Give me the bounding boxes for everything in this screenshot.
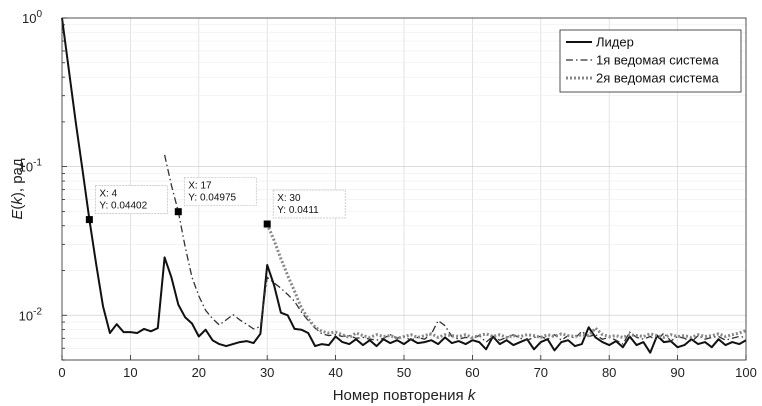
datatip-y-text: Y: 0.04975: [188, 193, 236, 204]
datatip-box: [95, 185, 168, 214]
datatip-marker: [263, 220, 271, 228]
datatip-marker: [174, 208, 182, 216]
x-tick-label: 70: [534, 365, 548, 380]
x-tick-label: 100: [735, 365, 757, 380]
y-axis-label: E(k), рад: [9, 158, 26, 220]
legend-label: Лидер: [596, 35, 634, 50]
legend-label: 1я ведомая система: [596, 53, 719, 68]
datatip-y-text: Y: 0.04402: [99, 201, 147, 212]
x-tick-label: 0: [58, 365, 65, 380]
legend: Лидер 1я ведомая система 2я ведомая систем…: [559, 29, 742, 93]
x-tick-label: 10: [123, 365, 137, 380]
legend-label: 2я ведомая система: [596, 71, 719, 86]
x-tick-label: 80: [602, 365, 616, 380]
legend-box: [559, 29, 742, 93]
y-tick-label: 10-1: [19, 158, 43, 175]
datatip-box: [272, 189, 346, 219]
x-tick-label: 20: [192, 365, 206, 380]
series-line-3: [265, 223, 747, 340]
x-tick-label: 40: [328, 365, 342, 380]
y-tick-label: 10-2: [19, 306, 43, 323]
x-tick-label: 60: [465, 365, 479, 380]
x-tick-label: 30: [260, 365, 274, 380]
datatip-x-text: X: 30: [277, 193, 301, 204]
series-layer: [61, 17, 747, 354]
y-tick-label: 100: [22, 9, 42, 26]
datatip-y-text: Y: 0.0411: [277, 205, 319, 216]
x-tick-label: 90: [670, 365, 684, 380]
x-axis-label: Номер повторения k: [333, 387, 477, 404]
y-axis-ticks: 100 10-1 10-2: [19, 9, 67, 361]
x-axis-ticks: 0 10 20 30 40 50 60 70 80 90 100: [58, 355, 757, 380]
datatip-marker: [85, 216, 93, 224]
x-tick-label: 50: [397, 365, 411, 380]
datatip-box: [183, 177, 257, 207]
series-line-1: [61, 17, 747, 354]
series-line-2: [163, 154, 747, 345]
datatips-layer: X: 4Y: 0.04402 X: 17Y: 0.04975 X: 30Y: 0.0…: [85, 177, 346, 228]
datatip-x-text: X: 4: [99, 189, 117, 200]
datatip-x-text: X: 17: [188, 181, 212, 192]
